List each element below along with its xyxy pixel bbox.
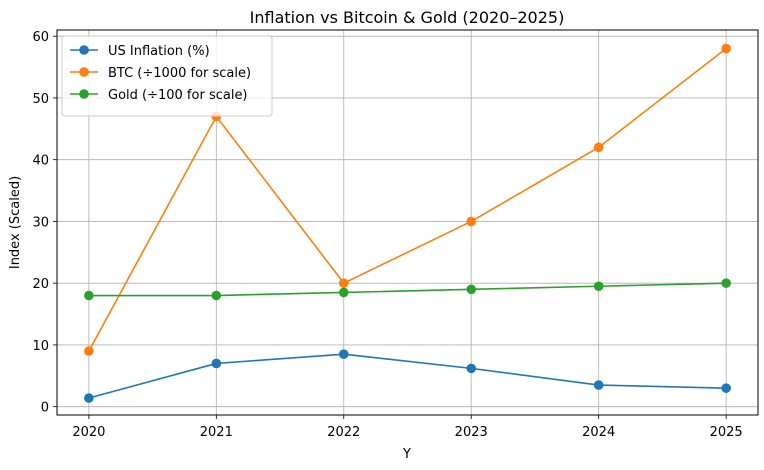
y-tick-label: 40 — [32, 154, 49, 169]
legend-label: Gold (÷100 for scale) — [108, 88, 248, 103]
legend-marker — [79, 89, 89, 99]
data-point — [466, 284, 477, 295]
data-point — [466, 216, 477, 227]
data-point — [593, 142, 604, 153]
data-point — [721, 383, 731, 393]
data-point — [338, 349, 349, 359]
x-tick-label: 2020 — [72, 425, 105, 440]
x-tick-label: 2021 — [200, 425, 233, 440]
x-tick-label: 2025 — [710, 425, 743, 440]
grid — [57, 30, 758, 415]
axis-ticks: 2020 2021 2022 2023 2024 2025 0 10 20 30 40 50 60 — [32, 30, 742, 440]
y-tick-label: 0 — [41, 401, 49, 416]
data-point — [593, 380, 604, 390]
legend-marker — [79, 45, 89, 55]
legend-item: BTC (÷1000 for scale) — [70, 66, 251, 81]
data-point — [593, 281, 604, 292]
y-tick-label: 50 — [32, 92, 49, 107]
x-tick-label: 2022 — [327, 425, 360, 440]
legend-label: BTC (÷1000 for scale) — [108, 66, 251, 81]
data-point — [721, 43, 731, 54]
legend: US Inflation (%) BTC (÷1000 for scale) Gol… — [61, 35, 273, 117]
legend-item: US Inflation (%) — [70, 44, 210, 59]
data-point — [84, 393, 94, 403]
series-0 — [84, 349, 731, 403]
x-axis-title: Y — [402, 447, 411, 462]
data-point — [211, 358, 222, 369]
plot-frame — [56, 29, 759, 416]
data-point — [211, 290, 222, 301]
legend-item: Gold (÷100 for scale) — [70, 88, 248, 103]
y-tick-label: 10 — [32, 339, 49, 354]
series-layer — [84, 43, 731, 403]
data-point — [84, 290, 94, 301]
data-point — [721, 278, 731, 288]
series-line — [88, 282, 727, 297]
y-axis-title: Index (Scaled) — [8, 176, 23, 269]
data-point — [84, 346, 94, 356]
legend-box — [61, 35, 273, 117]
x-tick-label: 2023 — [455, 425, 488, 440]
y-tick-label: 30 — [32, 215, 49, 230]
legend-marker — [79, 67, 89, 77]
y-tick-label: 20 — [32, 277, 49, 292]
data-point — [338, 278, 349, 288]
legend-label: US Inflation (%) — [108, 44, 210, 59]
data-point — [466, 363, 477, 374]
series-2 — [84, 278, 731, 301]
y-tick-label: 60 — [32, 30, 49, 45]
chart-title: Inflation vs Bitcoin & Gold (2020–2025) — [250, 8, 565, 27]
series-line — [88, 47, 727, 352]
x-tick-label: 2024 — [582, 425, 615, 440]
series-line — [88, 353, 727, 399]
data-point — [338, 287, 349, 298]
